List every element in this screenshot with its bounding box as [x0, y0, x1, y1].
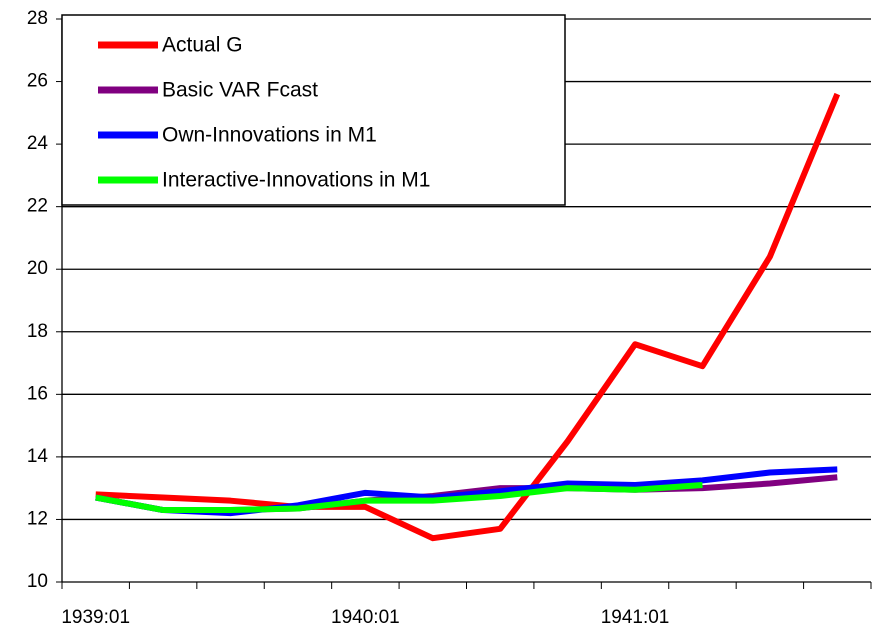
legend-label: Actual G: [162, 34, 243, 57]
legend-label: Interactive-Innovations in M1: [162, 169, 430, 192]
y-tick-label: 28: [27, 8, 48, 29]
y-tick-label: 26: [27, 71, 48, 92]
legend-label: Basic VAR Fcast: [162, 79, 318, 102]
y-tick-label: 20: [27, 258, 48, 279]
x-tick-label: 1941:01: [601, 607, 670, 628]
y-tick-label: 10: [27, 571, 48, 592]
y-tick-label: 22: [27, 196, 48, 217]
legend-label: Own-Innovations in M1: [162, 124, 377, 147]
series-line: [95, 482, 703, 514]
y-tick-label: 18: [27, 321, 48, 342]
y-tick-label: 12: [27, 508, 48, 529]
y-tick-label: 14: [27, 446, 49, 467]
x-tick-label: 1939:01: [61, 607, 130, 628]
y-tick-label: 16: [27, 383, 48, 404]
y-tick-label: 24: [27, 133, 49, 154]
series-line: [95, 92, 841, 542]
x-tick-label: 1940:01: [331, 607, 400, 628]
